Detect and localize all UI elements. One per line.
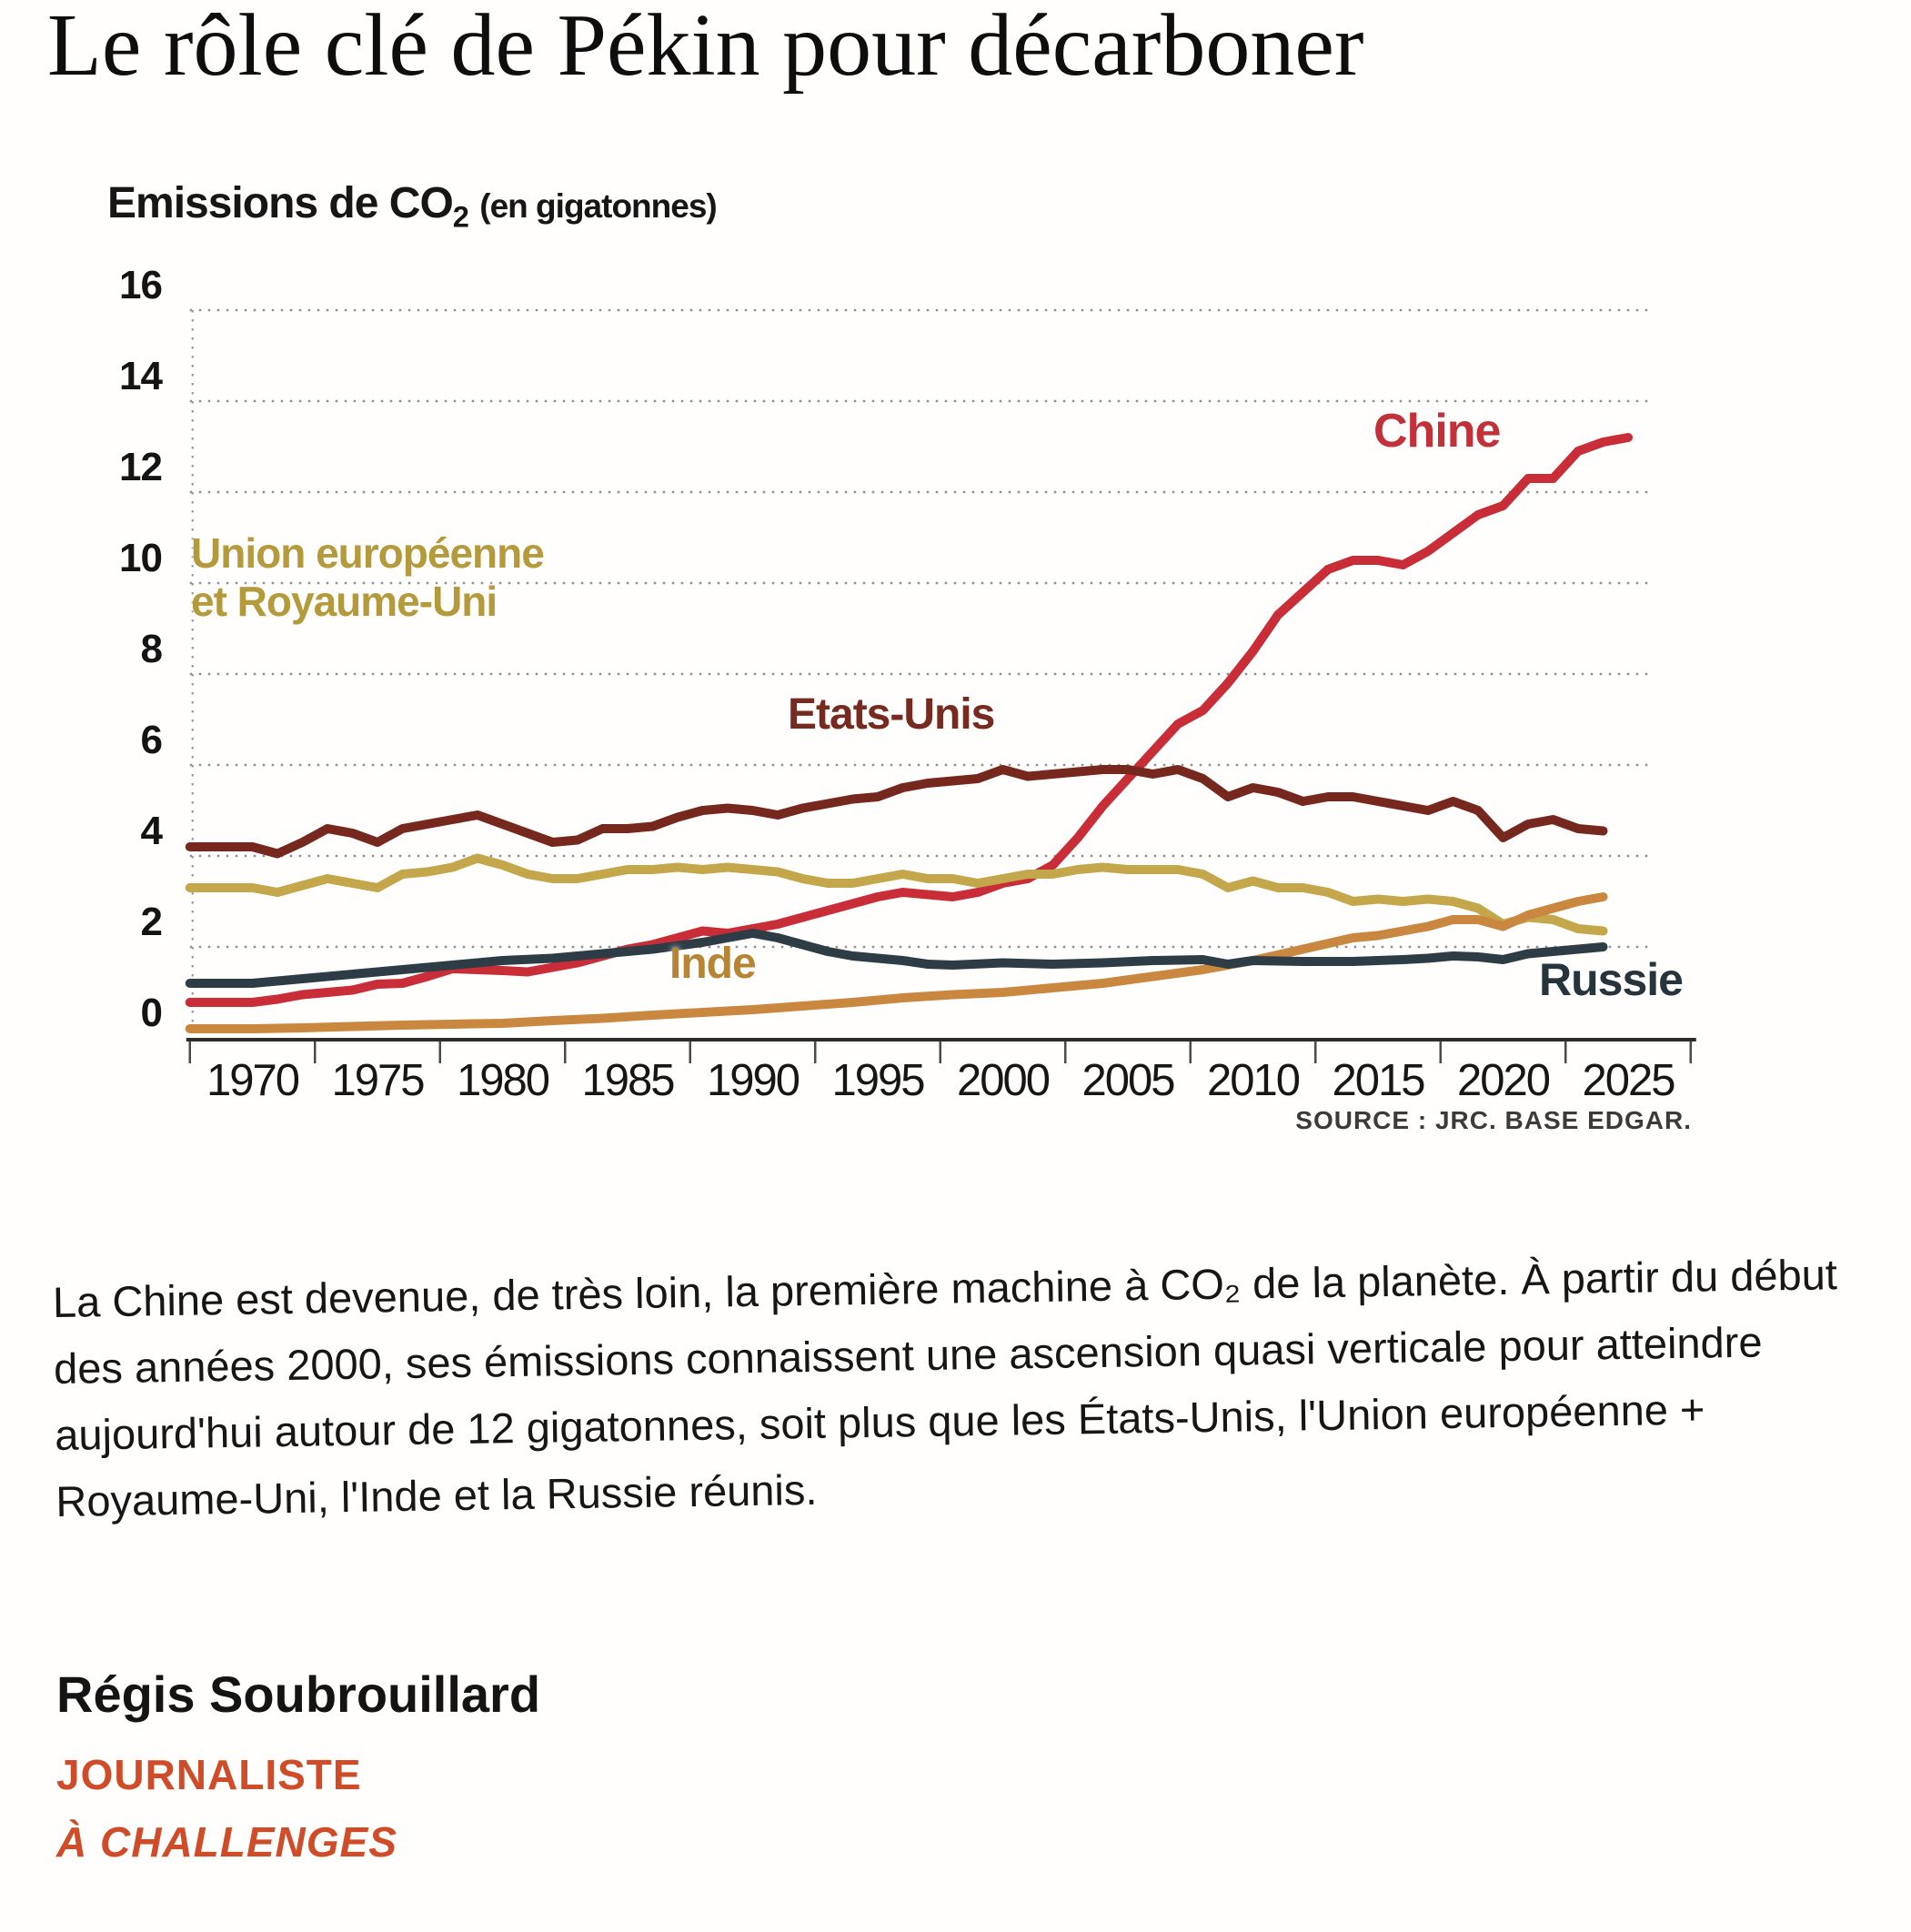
author-name: Régis Soubrouillard <box>56 1665 541 1723</box>
series-line-russie <box>185 929 1608 988</box>
series-line-chine <box>185 433 1633 1007</box>
x-tick-label-1985: 1985 <box>581 1056 675 1105</box>
y-tick-label-0: 0 <box>140 991 163 1035</box>
y-tick-label-4: 4 <box>140 809 163 853</box>
series-label-russie: Russie <box>1539 954 1684 1005</box>
x-tick-label-2015: 2015 <box>1332 1056 1425 1105</box>
y-tick-label-2: 2 <box>140 900 163 944</box>
chart-title-subscript: 2 <box>452 199 469 234</box>
x-tick-label-1990: 1990 <box>706 1056 800 1105</box>
series-label-chine: Chine <box>1373 405 1501 458</box>
series-label-inde: Inde <box>669 940 757 988</box>
y-tick-label-12: 12 <box>119 445 163 489</box>
x-tick-label-2000: 2000 <box>956 1056 1051 1105</box>
x-tick-label-2020: 2020 <box>1456 1056 1551 1105</box>
y-tick-label-16: 16 <box>119 263 163 307</box>
author-affiliation: À CHALLENGES <box>56 1818 397 1866</box>
x-tick-label-1980: 1980 <box>456 1056 550 1105</box>
y-tick-label-10: 10 <box>119 536 163 580</box>
x-tick-label-1975: 1975 <box>331 1056 425 1105</box>
x-tick-label-2010: 2010 <box>1206 1056 1301 1105</box>
chart-title-text: Emissions de CO <box>107 179 454 227</box>
y-tick-label-8: 8 <box>140 627 163 671</box>
series-label-etats-unis: Etats-Unis <box>788 690 995 739</box>
author-role: JOURNALISTE <box>56 1751 362 1798</box>
article-paragraph: La Chine est devenue, de très loin, la p… <box>52 1250 1838 1525</box>
x-tick-label-2025: 2025 <box>1582 1056 1675 1105</box>
y-tick-label-6: 6 <box>140 718 163 762</box>
series-label-union-europeenne: Union européenne et Royaume-Uni <box>191 529 545 625</box>
y-tick-label-14: 14 <box>119 354 163 398</box>
chart-source: SOURCE : JRC. BASE EDGAR. <box>1295 1106 1692 1134</box>
series-line-inde <box>185 892 1608 1033</box>
x-tick-label-1970: 1970 <box>206 1056 300 1105</box>
series-line-ue-royaume-uni <box>185 853 1608 936</box>
x-tick-label-1995: 1995 <box>831 1056 925 1105</box>
chart-title: Emissions de CO2 (en gigatonnes) <box>107 178 718 235</box>
x-tick-label-2005: 2005 <box>1081 1056 1175 1105</box>
series-line-etats-unis <box>185 765 1608 859</box>
article-title: Le rôle clé de Pékin pour décarboner <box>47 0 1364 95</box>
chart-unit-note: (en gigatonnes) <box>479 187 717 225</box>
